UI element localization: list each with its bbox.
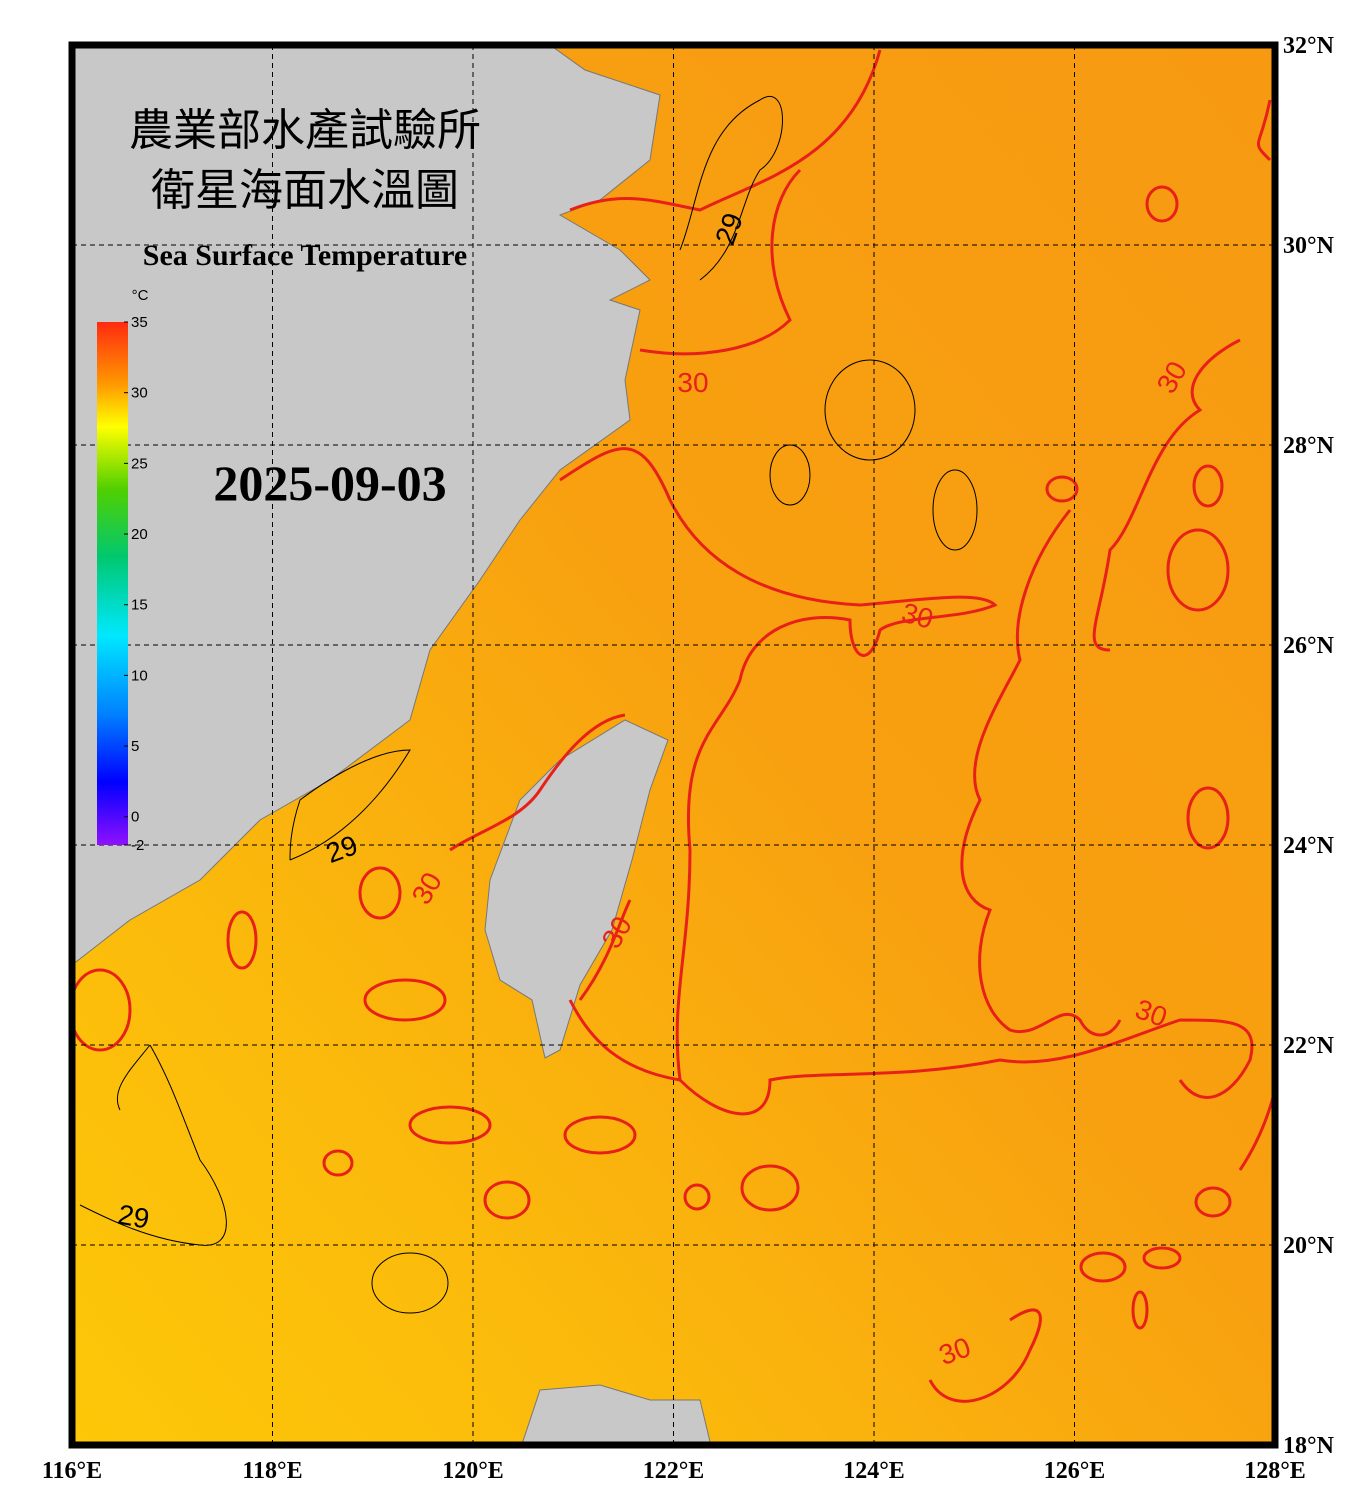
colorbar-tick-label: 35 (131, 314, 148, 331)
land-luzon (521, 1384, 712, 1445)
title-zh-1: 農業部水產試驗所 (129, 106, 481, 155)
colorbar-tick-label: 10 (131, 667, 148, 684)
land-china (72, 45, 661, 966)
lat-tick-label: 30°N (1283, 233, 1335, 259)
lat-tick-label: 32°N (1283, 33, 1335, 59)
lon-tick-label: 124°E (843, 1458, 905, 1484)
colorbar-ticks: 35 30 25 20 15 10 5 0 -2 (124, 314, 148, 854)
land-taiwan (484, 719, 669, 1059)
colorbar-tick-label: 20 (131, 526, 148, 543)
lat-tick-label: 28°N (1283, 433, 1335, 459)
axis-labels: 116°E 118°E 120°E 122°E 124°E 126°E 128°E 32°N 3… (42, 33, 1335, 1484)
lat-tick-label: 20°N (1283, 1233, 1335, 1259)
graticule (72, 45, 1275, 1445)
lon-tick-label: 118°E (242, 1458, 302, 1484)
colorbar-tick-label: 5 (131, 738, 139, 755)
lon-tick-label: 126°E (1044, 1458, 1106, 1484)
colorbar-tick-label: 30 (131, 385, 148, 402)
title-en: Sea Surface Temperature (143, 239, 467, 272)
lat-tick-label: 18°N (1283, 1433, 1335, 1459)
colorbar-tick-label: 0 (131, 809, 139, 826)
map-frame (68, 41, 1279, 1449)
lon-tick-label: 116°E (42, 1458, 102, 1484)
colorbar-tick-label: -2 (131, 837, 144, 854)
contours-29 (79, 96, 978, 1314)
lon-tick-label: 128°E (1244, 1458, 1306, 1484)
contour-label: 30 (677, 367, 708, 398)
lon-tick-label: 120°E (442, 1458, 504, 1484)
date: 2025-09-03 (213, 455, 446, 511)
lat-tick-label: 24°N (1283, 833, 1335, 859)
title-zh-2: 衛星海面水溫圖 (151, 166, 459, 215)
colorbar-tick-label: 25 (131, 455, 148, 472)
contour-label: 29 (116, 1199, 152, 1235)
lat-tick-label: 26°N (1283, 633, 1335, 659)
lon-tick-label: 122°E (643, 1458, 705, 1484)
colorbar-tick-label: 15 (131, 597, 148, 614)
colorbar (97, 322, 128, 845)
lat-tick-label: 22°N (1283, 1033, 1335, 1059)
colorbar-unit: °C (132, 287, 149, 304)
